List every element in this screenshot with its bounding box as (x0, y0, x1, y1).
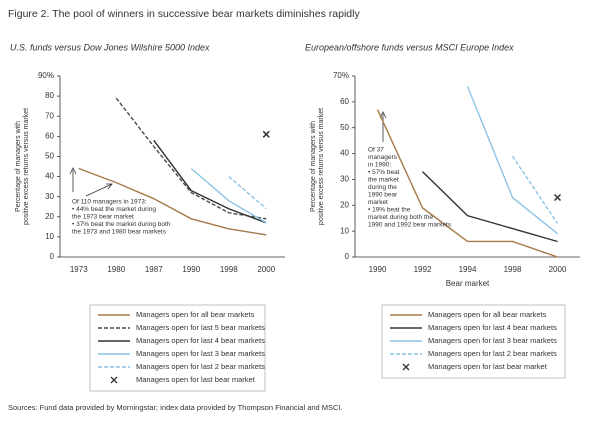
annotation: market during both the (368, 214, 433, 221)
y-tick-label: 20 (45, 212, 54, 221)
series-line (511, 155, 559, 224)
x-tick-label: 2000 (257, 265, 275, 274)
legend-label: Managers open for last 4 bear markets (136, 336, 265, 345)
x-tick-label: 1990 (369, 265, 387, 274)
y-tick-label: 80 (45, 91, 54, 100)
legend-box (381, 304, 566, 379)
annotation: 1990 and 1992 bear markets (368, 222, 452, 229)
x-tick-label: 1987 (145, 265, 163, 274)
y-tick-label: 50 (45, 152, 54, 161)
y-tick-label: 30 (45, 192, 54, 201)
y-axis-label: Percentage of managers with (310, 121, 317, 212)
legend-marker (110, 376, 118, 384)
y-tick-label: 40 (340, 149, 349, 158)
y-tick-label: 40 (45, 172, 54, 181)
y-axis-label: positive excess returns versus market (23, 108, 30, 225)
annotation: in 1990: (368, 162, 391, 169)
annotation: • 57% beat (368, 169, 400, 176)
series-line (115, 97, 267, 220)
x-tick-label: 1994 (459, 265, 477, 274)
x-tick-label: 1992 (414, 265, 432, 274)
arrow-head (69, 167, 77, 175)
x-tick-label: 1990 (182, 265, 200, 274)
y-tick-label: 70 (45, 111, 54, 120)
legend-box (89, 304, 266, 392)
legend-label: Managers open for last 5 bear markets (136, 323, 265, 332)
y-tick-label: 20 (340, 200, 349, 209)
y-tick-label: 30 (340, 175, 349, 184)
legend-marker (402, 363, 410, 371)
series-line (228, 176, 267, 210)
legend-label: Managers open for last 4 bear markets (428, 323, 557, 332)
legend-label: Managers open for last bear market (428, 362, 548, 371)
legend-label: Managers open for last 2 bear markets (136, 362, 265, 371)
y-tick-label: 50 (340, 123, 349, 132)
x-marker (553, 193, 562, 202)
x-axis-label: Bear market (446, 279, 490, 288)
source-note: Sources: Fund data provided by Morningst… (8, 403, 343, 412)
series-line (190, 167, 267, 224)
annotation: Of 110 managers in 1973: (72, 199, 147, 206)
x-tick-label: 2000 (549, 265, 567, 274)
y-tick-label: 60 (45, 131, 54, 140)
y-tick-label: 0 (50, 252, 55, 261)
annotation: Of 37 (368, 147, 384, 154)
y-tick-label: 60 (340, 97, 349, 106)
annotation: the 1973 and 1980 bear markets (72, 229, 167, 236)
legend-label: Managers open for last 3 bear markets (136, 349, 265, 358)
y-tick-label: 70% (333, 71, 349, 80)
legend-label: Managers open for last 3 bear markets (428, 336, 557, 345)
x-tick-label: 1973 (70, 265, 88, 274)
chart-subtitle: U.S. funds versus Dow Jones Wilshire 500… (10, 42, 210, 52)
y-tick-label: 10 (45, 232, 54, 241)
y-tick-label: 0 (345, 252, 350, 261)
annotation: managers (368, 154, 398, 161)
series-line (376, 109, 558, 258)
annotation: • 44% beat the market during (72, 206, 156, 213)
annotation: 1990 bear (368, 192, 398, 199)
legend-label: Managers open for all bear markets (136, 310, 255, 319)
legend-label: Managers open for all bear markets (428, 310, 547, 319)
annotation: • 19% beat the (368, 207, 411, 214)
series-line (422, 171, 558, 243)
y-axis-label: Percentage of managers with (15, 121, 22, 212)
annotation: the market (368, 177, 399, 184)
x-tick-label: 1998 (220, 265, 238, 274)
arrow-head (106, 183, 113, 190)
y-axis-label: positive excess returns versus market (318, 108, 325, 225)
x-marker (262, 130, 270, 138)
series-line (78, 167, 267, 236)
chart-subtitle: European/offshore funds versus MSCI Euro… (305, 42, 514, 52)
series-line (153, 139, 267, 224)
x-tick-label: 1980 (107, 265, 125, 274)
legend-label: Managers open for last 2 bear markets (428, 349, 557, 358)
annotation: • 37% beat the market during both (72, 221, 171, 228)
series-line (466, 86, 558, 235)
annotation: during the (368, 184, 397, 191)
y-tick-label: 10 (340, 226, 349, 235)
arrow (85, 183, 113, 197)
annotation: market (368, 199, 388, 206)
legend-label: Managers open for last bear market (136, 375, 256, 384)
x-tick-label: 1998 (504, 265, 522, 274)
y-tick-label: 90% (38, 71, 54, 80)
annotation: the 1973 bear market (72, 214, 134, 221)
figure-title: Figure 2. The pool of winners in success… (8, 8, 360, 20)
